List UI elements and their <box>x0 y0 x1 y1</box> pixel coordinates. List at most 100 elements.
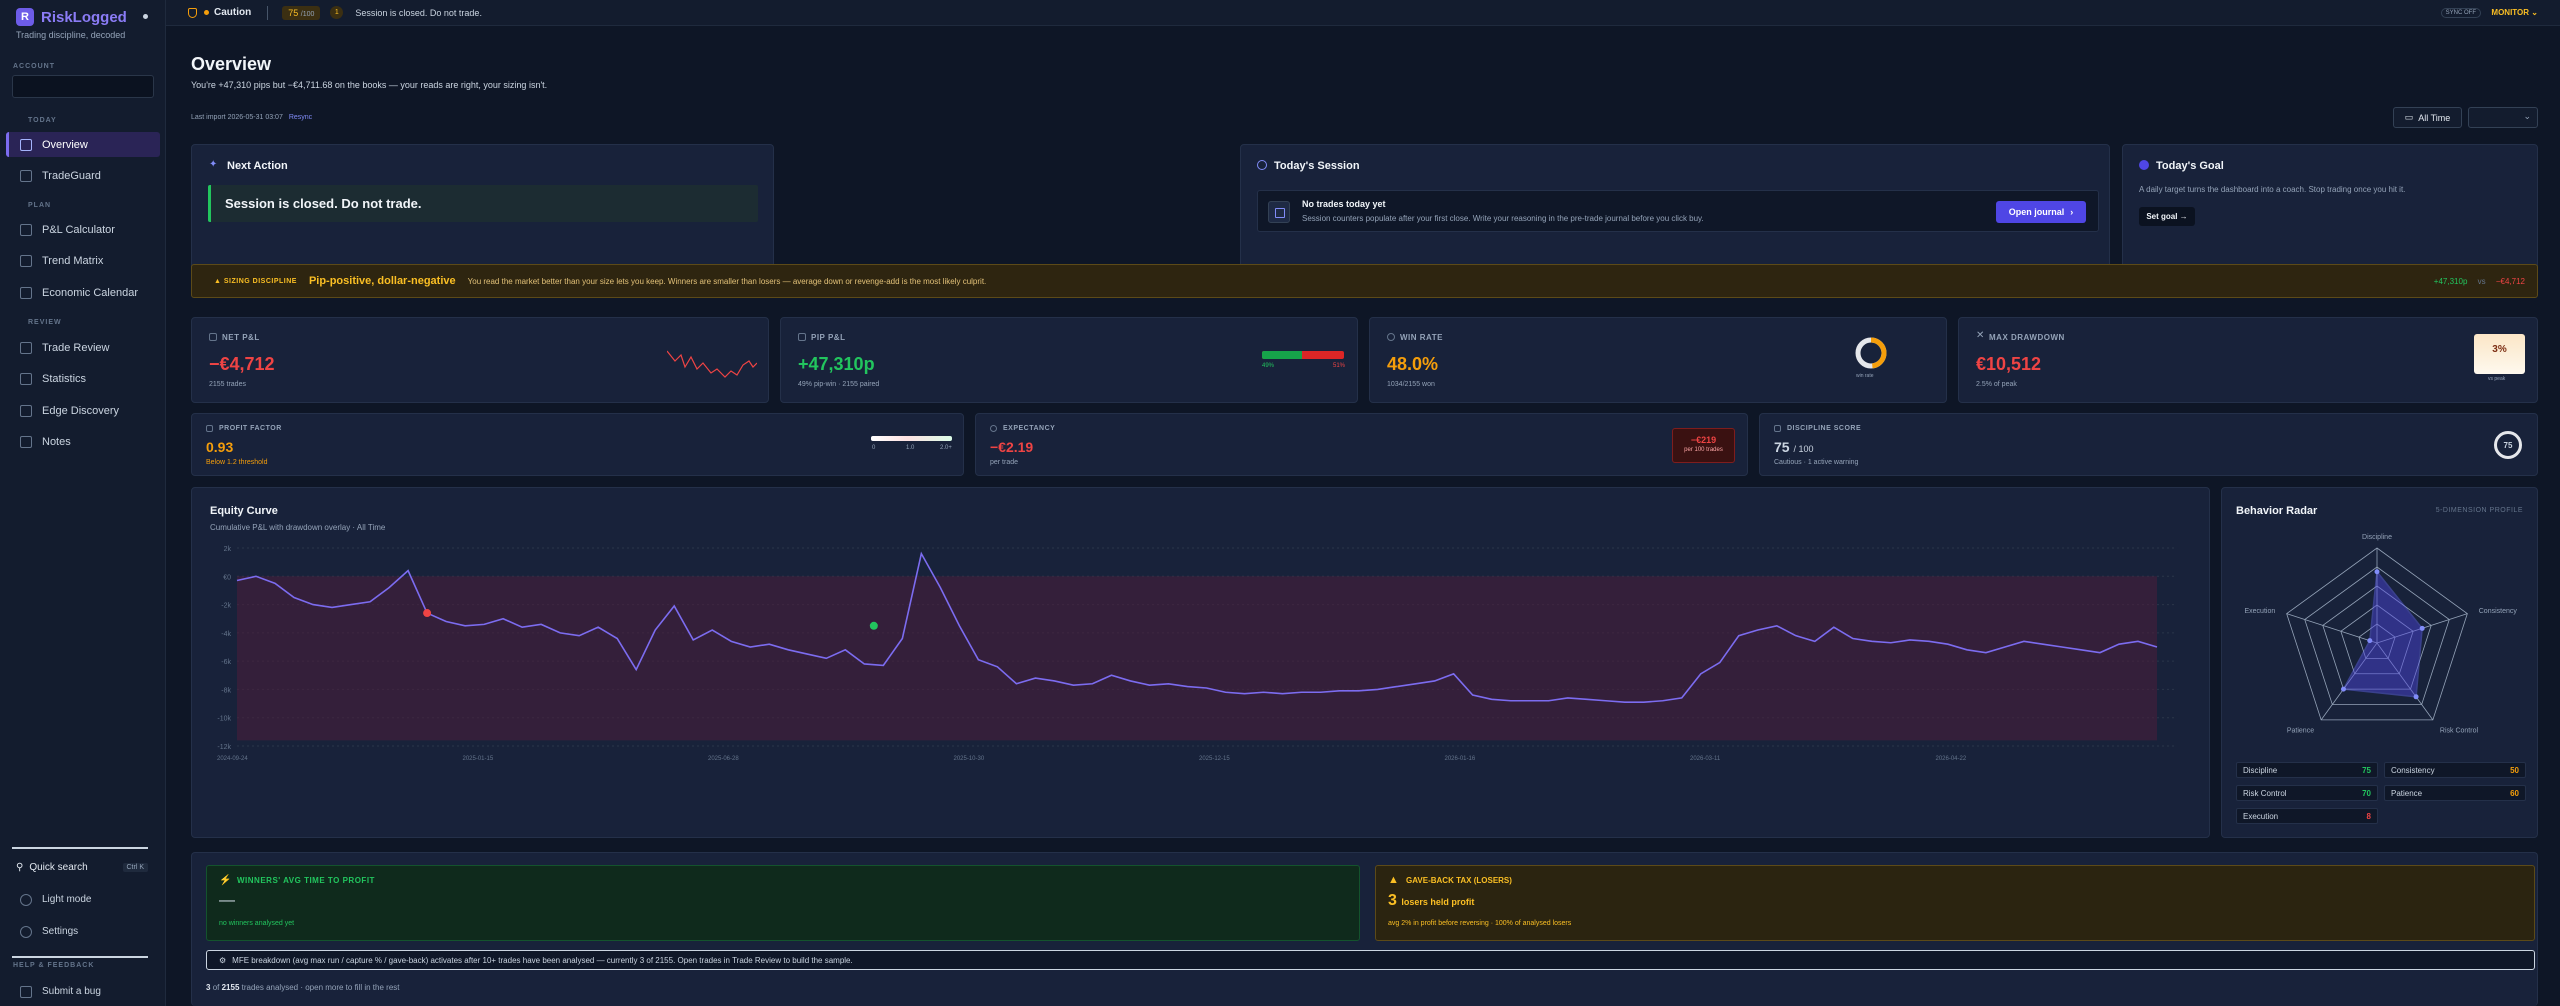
net-pnl-card[interactable]: NET P&L −€4,712 2155 trades <box>191 317 769 403</box>
sidebar-item-trade-review[interactable]: Trade Review <box>6 335 160 360</box>
radar-grid <box>2304 566 2450 705</box>
banner-headline: Pip-positive, dollar-negative <box>308 275 456 287</box>
drawdown-box-sub: vs peak <box>2488 376 2506 382</box>
discipline-score-badge[interactable]: 75 /100 <box>282 5 321 20</box>
banner-pips: +47,310p <box>2433 276 2468 286</box>
stat-value-wrap: 75 / 100 <box>1774 439 1814 455</box>
open-journal-button[interactable]: Open journal › <box>1996 201 2086 223</box>
notes-icon <box>20 435 32 448</box>
lightning-icon: ⚡ <box>219 875 232 886</box>
equity-line <box>236 551 2158 703</box>
sidebar-item-label: Overview <box>42 138 88 151</box>
resync-link[interactable]: Resync <box>288 114 313 121</box>
review-icon <box>20 341 32 354</box>
max-drawdown-marker[interactable] <box>423 609 432 618</box>
account-select[interactable] <box>12 75 154 98</box>
pip-pnl-card[interactable]: PIP P&L +47,310p 49% pip-win · 2155 pair… <box>780 317 1358 403</box>
banner-comparison: +47,310p vs −€4,712 <box>2434 277 2525 286</box>
pip-bar-left: 49% <box>1262 363 1275 369</box>
sidebar-item-statistics[interactable]: Statistics <box>6 366 160 391</box>
goal-title: Today's Goal <box>2156 160 2224 172</box>
sidebar-item-trend-matrix[interactable]: Trend Matrix <box>6 248 160 273</box>
sidebar-item-overview[interactable]: Overview <box>6 132 160 157</box>
light-mode-toggle[interactable]: Light mode <box>6 887 160 912</box>
sync-badge[interactable]: SYNC OFF <box>2440 8 2481 18</box>
collapse-icon[interactable] <box>143 14 148 19</box>
quick-search-shortcut: Ctrl K <box>122 862 148 872</box>
chart-icon <box>206 425 213 432</box>
behavior-radar-card: Behavior Radar 5-DIMENSION PROFILE Disci… <box>2221 487 2538 838</box>
sidebar-item-label: TradeGuard <box>42 169 101 182</box>
stat-label: EXPECTANCY <box>1003 425 1056 432</box>
next-action-card: ✦ Next Action Session is closed. Do not … <box>191 144 774 279</box>
warning-count-badge[interactable]: 1 <box>330 6 344 19</box>
radar-axis-label: Patience <box>2287 728 2314 735</box>
profit-factor-card[interactable]: PROFIT FACTOR 0.93 Below 1.2 threshold 0… <box>191 413 964 476</box>
check-icon <box>1387 333 1395 341</box>
discipline-ring-value: 75 <box>2503 440 2513 450</box>
kpi-sub: 2155 trades <box>209 381 246 388</box>
radar-grid <box>2358 623 2396 659</box>
analysed-text: trades analysed · open more to fill in t… <box>241 983 400 992</box>
sidebar-item-edge-discovery[interactable]: Edge Discovery <box>6 398 160 423</box>
max-drawdown-card[interactable]: ✕ MAX DRAWDOWN €10,512 2.5% of peak 3% v… <box>1958 317 2538 403</box>
sidebar-item-pnl-calculator[interactable]: P&L Calculator <box>6 217 160 242</box>
sparkle-icon: ✦ <box>209 159 218 170</box>
win-rate-card[interactable]: WIN RATE 48.0% 1034/2155 won win rate <box>1369 317 1947 403</box>
quick-search-button[interactable]: ⚲ Quick search Ctrl K <box>6 857 154 877</box>
last-import-text: Last import 2026-05-31 03:07 <box>191 114 283 121</box>
sidebar-item-economic-calendar[interactable]: Economic Calendar <box>6 280 160 305</box>
quick-search-label: Quick search <box>29 861 88 873</box>
calendar-icon <box>20 286 32 299</box>
peak-marker[interactable] <box>869 621 878 630</box>
mode-dropdown[interactable]: MONITOR ⌄ <box>2491 8 2538 17</box>
radar-score-value: 50 <box>2510 765 2519 775</box>
x-tick-label: 2025-12-15 <box>1199 756 1230 762</box>
equity-chart[interactable]: 2k €0 -2k -4k -6k -8k -10k -12k 2024-09-24 2025-0… <box>192 488 2211 839</box>
kpi-label: WIN RATE <box>1400 333 1443 342</box>
last-import: Last import 2026-05-31 03:07 Resync <box>191 114 312 121</box>
stat-sub: per trade <box>990 459 1019 466</box>
x-tick-label: 2026-01-16 <box>1445 756 1476 762</box>
search-icon: ⚲ <box>16 861 24 873</box>
submit-bug-button[interactable]: Submit a bug <box>6 979 160 1004</box>
stat-sub: Below 1.2 threshold <box>206 459 268 466</box>
topbar: Caution 75 /100 1 Session is closed. Do … <box>166 0 2560 26</box>
next-action-message: Session is closed. Do not trade. <box>208 185 758 222</box>
settings-label: Settings <box>42 926 79 937</box>
discipline-score-card[interactable]: DISCIPLINE SCORE 75 / 100 Cautious · 1 a… <box>1759 413 2538 476</box>
sidebar-item-notes[interactable]: Notes <box>6 429 160 454</box>
y-tick-label: -10k <box>217 716 231 723</box>
close-icon: ✕ <box>1976 330 1985 341</box>
settings-button[interactable]: Settings <box>6 919 160 944</box>
section-review: REVIEW <box>28 319 62 326</box>
sidebar-item-label: Economic Calendar <box>42 286 138 299</box>
radar-score-name: Execution <box>2243 811 2279 821</box>
expectancy-card[interactable]: EXPECTANCY −€2.19 per trade −€219 per 100… <box>975 413 1748 476</box>
radar-axis <box>2376 642 2434 721</box>
score-value: 75 <box>288 7 299 18</box>
giveback-title: GAVE-BACK TAX (LOSERS) <box>1406 876 1512 885</box>
set-goal-button[interactable]: Set goal → <box>2139 207 2195 226</box>
radar-profile-label: 5-DIMENSION PROFILE <box>2435 507 2523 514</box>
stat-sub: Cautious · 1 active warning <box>1774 459 1859 466</box>
radar-axis <box>2286 613 2378 644</box>
today-goal-card: Today's Goal A daily target turns the da… <box>2122 144 2538 279</box>
mfe-note: ⚙ MFE breakdown (avg max run / capture % … <box>206 950 2535 970</box>
sidebar-item-tradeguard[interactable]: TradeGuard <box>6 163 160 188</box>
kpi-label: MAX DRAWDOWN <box>1989 333 2065 342</box>
radar-score-chip: Risk Control 70 <box>2236 785 2378 801</box>
x-tick-label: 2025-06-28 <box>708 756 739 762</box>
banner-tag: ▲ SIZING DISCIPLINE <box>214 277 297 285</box>
banner-tag-text: SIZING DISCIPLINE <box>223 277 297 285</box>
range-select[interactable]: ⌄ <box>2468 107 2538 128</box>
clock-icon <box>1257 160 1267 170</box>
giveback-count: 3 <box>1388 892 1397 909</box>
analysed-count: 3 of 2155 trades analysed · open more to… <box>206 983 399 992</box>
stat-label: PROFIT FACTOR <box>219 425 282 432</box>
sidebar-item-label: Statistics <box>42 372 87 385</box>
brand[interactable]: R RiskLogged <box>16 8 127 26</box>
range-button[interactable]: ▭ All Time <box>2393 107 2462 128</box>
sidebar: R RiskLogged Trading discipline, decoded… <box>0 0 166 1006</box>
sun-icon <box>20 893 32 906</box>
